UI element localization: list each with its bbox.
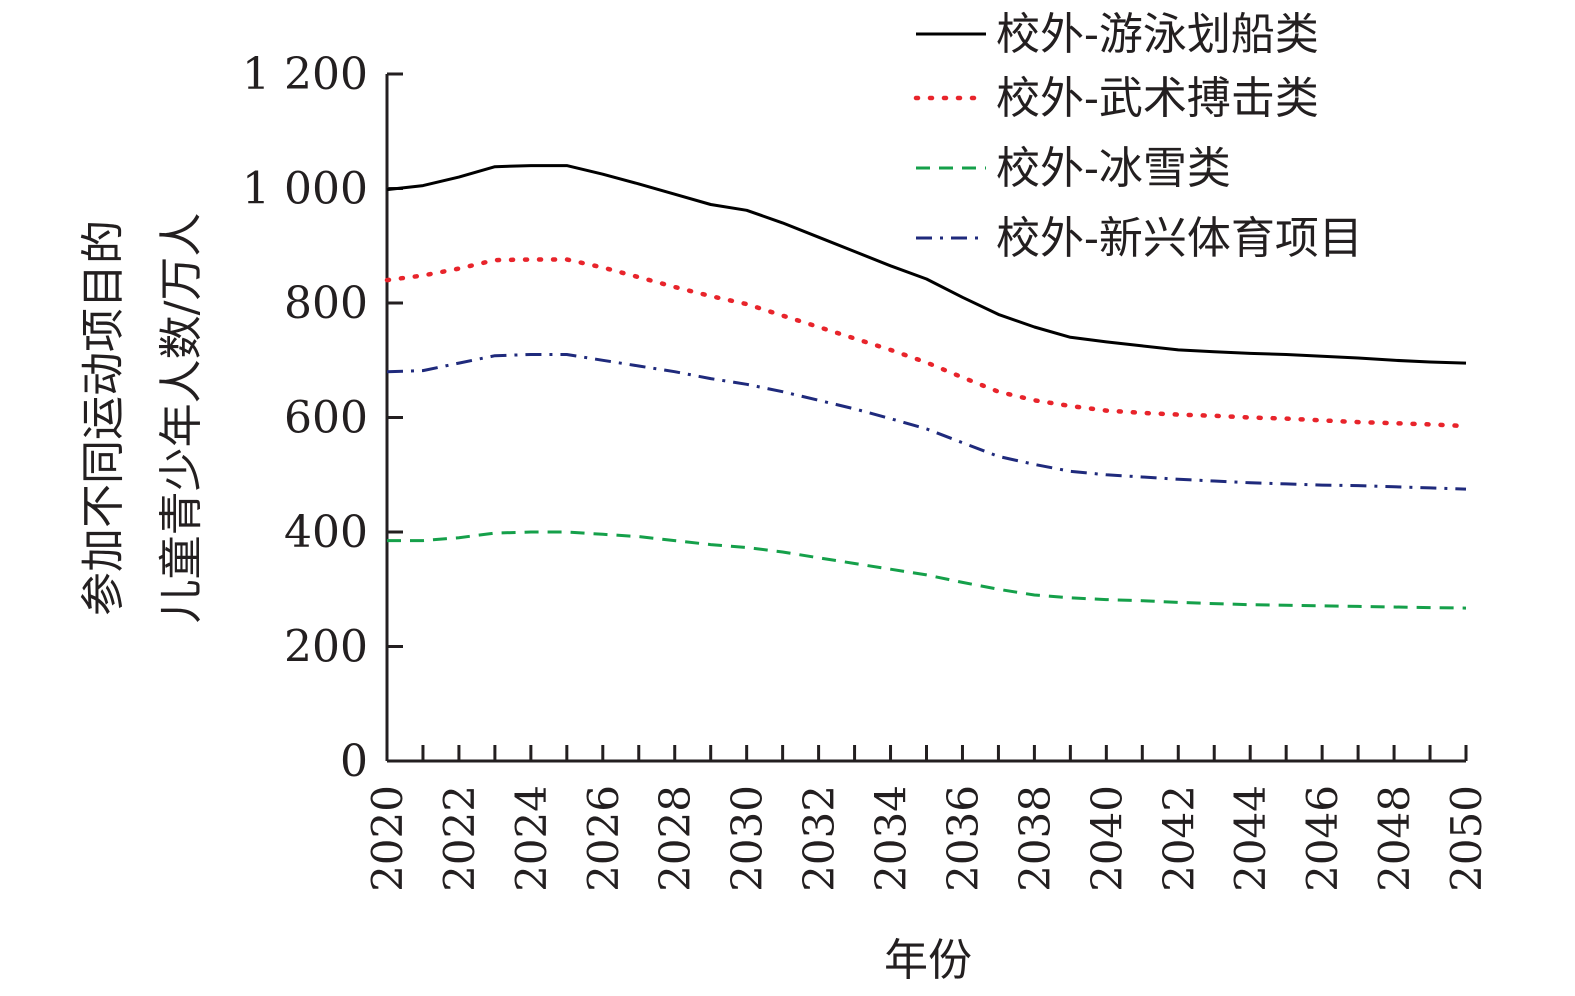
y-tick-label: 600 [284,393,368,444]
x-tick-label: 2040 [1082,785,1131,892]
legend-label-1: 校外-游泳划船类 [996,9,1319,60]
axes [385,74,1466,763]
x-tick-label: 2038 [1010,785,1059,892]
x-axis-ticks: 2020 2022 2024 2026 2028 2030 2032 2034 2036 2038… [363,745,1491,892]
legend-label-2: 校外-武术搏击类 [996,73,1319,124]
x-axis-title: 年份 [884,935,972,986]
x-tick-label: 2032 [795,785,844,892]
series-line-4 [386,353,1467,491]
y-axis-title: 参加不同运动项目的 儿童青少年人数/万人 [78,213,207,624]
series-line-3 [387,530,1467,610]
y-tick-label: 800 [284,278,368,329]
series-line-1 [386,164,1467,365]
legend-label-3: 校外-冰雪类 [996,143,1231,194]
series-line-2 [384,257,1469,429]
x-tick-label: 2030 [723,785,772,892]
y-axis-title-line-2: 儿童青少年人数/万人 [156,213,207,624]
x-tick-label: 2042 [1154,785,1203,892]
x-tick-label: 2050 [1442,785,1491,892]
y-tick-label: 0 [340,736,368,787]
y-tick-label: 1 200 [242,49,368,100]
x-tick-label: 2022 [435,785,484,892]
x-tick-label: 2048 [1370,785,1419,892]
x-tick-label: 2034 [867,785,916,892]
x-tick-label: 2028 [651,785,700,892]
x-tick-label: 2046 [1298,785,1347,892]
legend-label-4: 校外-新兴体育项目 [996,213,1363,264]
y-tick-label: 400 [284,507,368,558]
x-tick-label: 2026 [579,785,628,892]
x-tick-label: 2036 [938,785,987,892]
y-axis-title-line-1: 参加不同运动项目的 [78,220,129,616]
y-tick-label: 200 [284,622,368,673]
x-tick-label: 2044 [1226,785,1275,892]
y-tick-label: 1 000 [242,164,368,215]
y-axis-ticks: 0 200 400 600 800 1 000 1 200 [242,49,403,787]
x-tick-label: 2024 [507,785,556,892]
series-layer [384,164,1469,610]
x-tick-label: 2020 [363,785,412,892]
